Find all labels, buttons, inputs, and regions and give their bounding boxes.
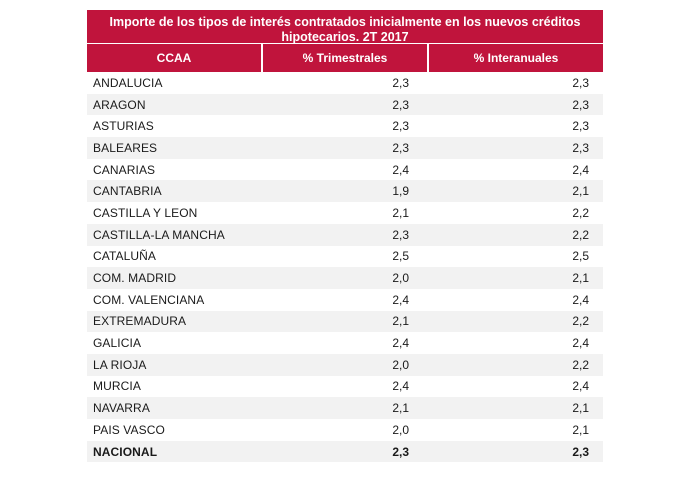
table-row: GALICIA 2,4 2,4 bbox=[87, 332, 603, 354]
table-row: COM. VALENCIANA 2,4 2,4 bbox=[87, 289, 603, 311]
cell-ccaa: CATALUÑA bbox=[93, 249, 157, 264]
header-interanuales: % Interanuales bbox=[473, 51, 559, 65]
cell-ccaa: ARAGON bbox=[93, 97, 146, 112]
table-row: CANARIAS 2,4 2,4 bbox=[87, 159, 603, 181]
cell-ccaa: COM. MADRID bbox=[93, 271, 177, 286]
cell-interanual: 2,3 bbox=[572, 75, 589, 90]
cell-ccaa: GALICIA bbox=[93, 336, 142, 351]
cell-interanual: 2,2 bbox=[572, 205, 589, 220]
table-row: BALEARES 2,3 2,3 bbox=[87, 137, 603, 159]
cell-interanual: 2,4 bbox=[572, 336, 589, 351]
table-title: Importe de los tipos de interés contrata… bbox=[87, 10, 603, 44]
cell-interanual: 2,2 bbox=[572, 357, 589, 372]
table-row: ASTURIAS 2,3 2,3 bbox=[87, 115, 603, 137]
cell-trimestral: 1,9 bbox=[392, 184, 409, 199]
cell-ccaa: CANTABRIA bbox=[93, 184, 162, 199]
cell-trimestral: 2,4 bbox=[392, 379, 409, 394]
table-row: LA RIOJA 2,0 2,2 bbox=[87, 353, 603, 376]
cell-interanual: 2,5 bbox=[572, 249, 589, 264]
table-row: MURCIA 2,4 2,4 bbox=[87, 376, 603, 398]
header-trimestrales: % Trimestrales bbox=[263, 44, 429, 72]
cell-interanual: 2,3 bbox=[572, 97, 589, 112]
cell-ccaa: CASTILLA Y LEON bbox=[93, 205, 198, 220]
cell-ccaa: BALEARES bbox=[93, 140, 158, 155]
cell-trimestral: 2,4 bbox=[392, 336, 409, 351]
cell-trimestral: 2,1 bbox=[392, 314, 409, 329]
cell-trimestral: 2,1 bbox=[392, 401, 409, 416]
cell-interanual: 2,4 bbox=[572, 162, 589, 177]
cell-trimestral: 2,3 bbox=[392, 119, 409, 134]
table-row: ARAGON 2,3 2,3 bbox=[87, 93, 603, 116]
table-header: CCAA % Trimestrales % Interanuales bbox=[87, 44, 603, 72]
cell-ccaa: CANARIAS bbox=[93, 162, 156, 177]
table-row: CASTILLA Y LEON 2,1 2,2 bbox=[87, 202, 603, 224]
table-row: NAVARRA 2,1 2,1 bbox=[87, 397, 603, 419]
cell-trimestral: 2,4 bbox=[392, 292, 409, 307]
cell-interanual: 2,4 bbox=[572, 292, 589, 307]
cell-ccaa: ASTURIAS bbox=[93, 119, 154, 134]
cell-trimestral: 2,3 bbox=[392, 75, 409, 90]
cell-interanual: 2,1 bbox=[572, 271, 589, 286]
table-row: CATALUÑA 2,5 2,5 bbox=[87, 246, 603, 268]
cell-ccaa: ANDALUCIA bbox=[93, 75, 163, 90]
cell-trimestral: 2,3 bbox=[392, 97, 409, 112]
cell-trimestral: 2,0 bbox=[392, 422, 409, 437]
cell-interanual: 2,3 bbox=[572, 140, 589, 155]
cell-trimestral: 2,3 bbox=[392, 227, 409, 242]
cell-ccaa: NAVARRA bbox=[93, 401, 150, 416]
cell-interanual: 2,1 bbox=[572, 401, 589, 416]
cell-ccaa: LA RIOJA bbox=[93, 357, 147, 372]
table-row: CASTILLA-LA MANCHA 2,3 2,2 bbox=[87, 223, 603, 246]
cell-trimestral: 2,1 bbox=[392, 205, 409, 220]
header-ccaa: CCAA bbox=[87, 44, 263, 72]
table-body: ANDALUCIA 2,3 2,3 ARAGON 2,3 2,3 ASTURIAS 2,3 2,… bbox=[87, 72, 603, 463]
cell-trimestral: 2,0 bbox=[392, 271, 409, 286]
cell-interanual: 2,1 bbox=[572, 422, 589, 437]
cell-interanual: 2,3 bbox=[572, 119, 589, 134]
cell-trimestral: 2,5 bbox=[392, 249, 409, 264]
cell-interanual: 2,2 bbox=[572, 314, 589, 329]
cell-trimestral: 2,0 bbox=[392, 357, 409, 372]
cell-interanual: 2,4 bbox=[572, 379, 589, 394]
table-row: CANTABRIA 1,9 2,1 bbox=[87, 180, 603, 203]
cell-ccaa: PAIS VASCO bbox=[93, 422, 165, 437]
cell-trimestral: 2,3 bbox=[392, 444, 409, 459]
cell-interanual: 2,1 bbox=[572, 184, 589, 199]
cell-interanual: 2,3 bbox=[572, 444, 589, 459]
cell-interanual: 2,2 bbox=[572, 227, 589, 242]
cell-ccaa: NACIONAL bbox=[93, 444, 158, 459]
cell-trimestral: 2,4 bbox=[392, 162, 409, 177]
cell-ccaa: EXTREMADURA bbox=[93, 314, 187, 329]
cell-ccaa: CASTILLA-LA MANCHA bbox=[93, 227, 225, 242]
cell-ccaa: MURCIA bbox=[93, 379, 141, 394]
table-row: COM. MADRID 2,0 2,1 bbox=[87, 267, 603, 289]
table-row: PAIS VASCO 2,0 2,1 bbox=[87, 419, 603, 441]
table-row: ANDALUCIA 2,3 2,3 bbox=[87, 72, 603, 94]
interest-rate-table: Importe de los tipos de interés contrata… bbox=[87, 10, 603, 463]
table-row: EXTREMADURA 2,1 2,2 bbox=[87, 310, 603, 333]
cell-ccaa: COM. VALENCIANA bbox=[93, 292, 205, 307]
table-row-total: NACIONAL 2,3 2,3 bbox=[87, 440, 603, 463]
cell-trimestral: 2,3 bbox=[392, 140, 409, 155]
